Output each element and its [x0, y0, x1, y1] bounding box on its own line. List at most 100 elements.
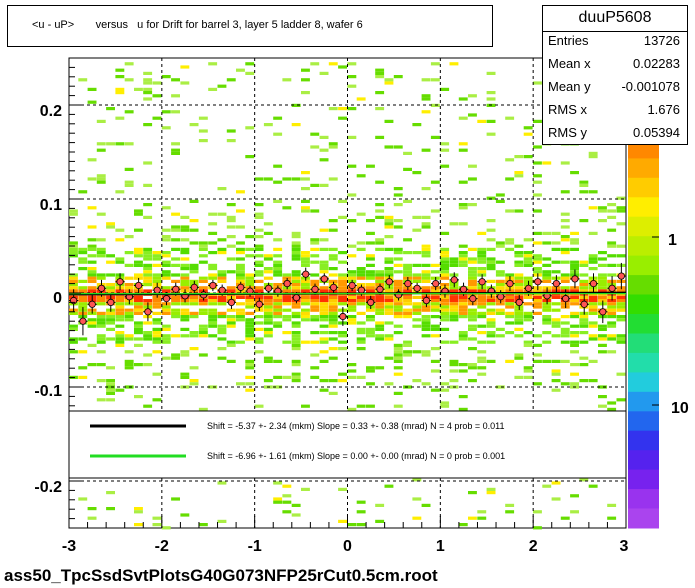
heatmap-cell [180, 283, 190, 287]
heatmap-cell [570, 340, 579, 344]
heatmap-cell [607, 407, 617, 411]
heatmap-cell [106, 283, 115, 287]
heatmap-cell [161, 286, 171, 290]
heatmap-cell [254, 247, 264, 251]
heatmap-cell [570, 510, 579, 514]
heatmap-cell [430, 347, 440, 351]
heatmap-cell [375, 324, 385, 328]
heatmap-cell [551, 295, 561, 299]
heatmap-cell [245, 305, 255, 309]
heatmap-cell [366, 219, 375, 223]
heatmap-cell [134, 324, 143, 328]
heatmap-cell [198, 299, 208, 303]
heatmap-cell [198, 523, 208, 527]
heatmap-cell [217, 337, 227, 341]
stats-row-rms-y: RMS y 0.05394 [548, 122, 680, 144]
heatmap-cell [468, 283, 477, 287]
heatmap-cell [319, 260, 329, 264]
heatmap-cell [180, 276, 190, 280]
fit-lines [68, 291, 627, 296]
heatmap-cell [403, 273, 412, 277]
heatmap-cell [458, 206, 468, 210]
heatmap-cell [180, 215, 190, 219]
heatmap-cell [551, 481, 561, 485]
heatmap-cell [421, 187, 431, 191]
heatmap-cell [505, 503, 515, 507]
heatmap-cell [533, 311, 542, 315]
heatmap-cell [273, 164, 283, 168]
heatmap-cell [96, 180, 106, 184]
heatmap-cell [551, 388, 561, 392]
heatmap-cell [208, 231, 218, 235]
heatmap-cell [458, 363, 468, 367]
heatmap-cell [217, 315, 227, 319]
heatmap-cell [607, 228, 617, 232]
heatmap-cell [338, 215, 347, 219]
heatmap-cell [338, 251, 347, 255]
heatmap-cell [384, 321, 394, 325]
heatmap-cell [78, 251, 88, 255]
heatmap-cell [310, 260, 320, 264]
heatmap-cell [87, 363, 97, 367]
heatmap-cell [291, 324, 301, 328]
heatmap-cell [598, 337, 607, 341]
heatmap-cell [226, 203, 236, 207]
heatmap-cell [560, 334, 570, 338]
profile-point [320, 275, 328, 283]
heatmap-cell [161, 126, 171, 130]
heatmap-cell [291, 305, 301, 309]
heatmap-cell [440, 260, 450, 264]
heatmap-cell [161, 270, 171, 274]
heatmap-cell [273, 295, 283, 299]
profile-point [255, 300, 263, 308]
heatmap-cell [171, 78, 180, 82]
heatmap-cell [143, 71, 153, 75]
heatmap-cell [328, 356, 338, 360]
heatmap-cell [301, 254, 310, 258]
heatmap-cell [514, 251, 524, 255]
heatmap-cell [607, 305, 617, 309]
heatmap-cell [356, 212, 366, 216]
heatmap-cell [347, 276, 357, 280]
title-box: <u - uP> versus u for Drift for barrel 3… [7, 5, 493, 47]
heatmap-cell [254, 235, 264, 239]
heatmap-cell [514, 279, 524, 283]
colorbar-segment [628, 216, 659, 237]
heatmap-cell [134, 302, 143, 306]
heatmap-cell [598, 295, 607, 299]
heatmap-cell [180, 238, 190, 242]
heatmap-cell [570, 494, 579, 498]
heatmap-cell [226, 318, 236, 322]
heatmap-cell [347, 523, 357, 527]
heatmap-cell [69, 324, 78, 328]
stats-label: RMS y [548, 125, 587, 140]
heatmap-cell [208, 251, 218, 255]
colorbar-segment [628, 275, 659, 296]
heatmap-cell [533, 180, 542, 184]
heatmap-cell [588, 321, 598, 325]
heatmap-cell [607, 302, 617, 306]
heatmap-cell [328, 247, 338, 251]
heatmap-cell [393, 305, 403, 309]
heatmap-cell [143, 321, 153, 325]
heatmap-cell [143, 215, 153, 219]
heatmap-cell [78, 295, 88, 299]
heatmap-cell [87, 286, 97, 290]
heatmap-cell [301, 187, 310, 191]
heatmap-cell [523, 251, 533, 255]
heatmap-cell [403, 315, 412, 319]
stats-value: 0.05394 [633, 125, 680, 140]
heatmap-cell [226, 235, 236, 239]
profile-point [580, 300, 588, 308]
heatmap-cell [115, 260, 125, 264]
heatmap-cell [579, 289, 589, 293]
x-tick-label: -2 [155, 538, 169, 555]
heatmap-cell [180, 251, 190, 255]
x-tick-label: 1 [436, 538, 445, 555]
heatmap-cell [551, 247, 561, 251]
heatmap-cell [347, 315, 357, 319]
heatmap-cell [291, 337, 301, 341]
heatmap-cell [143, 251, 153, 255]
profile-point [515, 298, 523, 306]
heatmap-cell [375, 366, 385, 370]
